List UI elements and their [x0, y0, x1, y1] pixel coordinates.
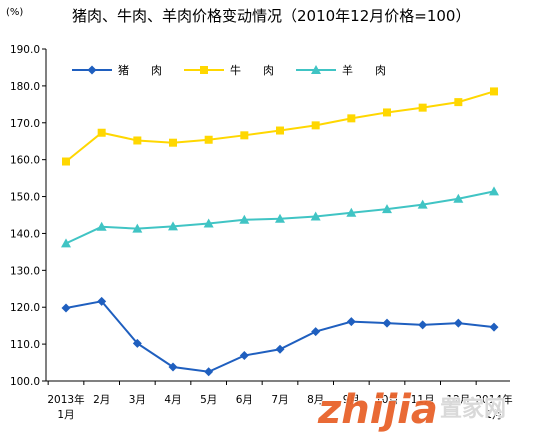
- y-tick-label: 150.0: [10, 192, 40, 204]
- data-point-pork: [168, 362, 178, 372]
- data-point-mutton: [417, 199, 428, 209]
- data-point-beef: [454, 98, 463, 107]
- x-tick-label: 5月: [200, 394, 217, 406]
- y-tick-label: 160.0: [10, 155, 40, 167]
- data-point-beef: [418, 103, 427, 112]
- legend-marker-mutton: [311, 65, 321, 74]
- x-tick-label-line2: 1月: [57, 409, 74, 421]
- x-tick-label: 2013年: [47, 393, 84, 406]
- data-point-mutton: [239, 214, 250, 224]
- data-point-beef: [347, 114, 356, 123]
- legend-label-pork: 猪 肉: [118, 64, 162, 77]
- data-point-beef: [383, 108, 391, 117]
- data-point-pork: [311, 327, 321, 337]
- x-tick-label: 6月: [236, 394, 253, 406]
- data-point-mutton: [275, 213, 285, 223]
- data-point-mutton: [453, 193, 464, 203]
- y-tick-label: 170.0: [10, 118, 40, 130]
- data-point-mutton: [168, 221, 178, 231]
- watermark: zhijia 置家网: [316, 386, 506, 434]
- data-point-mutton: [61, 238, 71, 248]
- data-point-beef: [169, 138, 177, 147]
- x-tick-label: 12月: [446, 394, 470, 406]
- data-point-mutton: [489, 186, 499, 196]
- watermark-site-name: 置家网: [440, 396, 506, 422]
- y-tick-label: 110.0: [10, 339, 40, 351]
- data-point-beef: [490, 87, 498, 96]
- x-tick-label: 10月: [375, 394, 399, 406]
- data-point-beef: [62, 157, 70, 166]
- data-point-pork: [61, 303, 71, 313]
- y-tick-label: 180.0: [10, 81, 40, 93]
- data-point-mutton: [346, 207, 357, 217]
- data-point-beef: [276, 126, 284, 135]
- data-point-beef: [311, 121, 320, 130]
- data-point-pork: [489, 322, 499, 332]
- x-tick-label: 3月: [129, 394, 146, 406]
- watermark-logo-text: zhijia: [317, 387, 438, 433]
- data-point-pork: [346, 317, 356, 327]
- data-point-pork: [204, 367, 214, 377]
- data-point-mutton: [96, 221, 107, 231]
- data-point-beef: [240, 131, 249, 140]
- plot-area: 100.0 110.0 120.0 130.0 140.0 150.0 160.0 170.0…: [10, 44, 513, 421]
- legend-label-beef: 牛 肉: [230, 63, 274, 77]
- data-point-mutton: [203, 218, 214, 228]
- x-tick-label: 9月: [343, 394, 360, 406]
- x-tick-label: 2月: [93, 394, 110, 406]
- data-point-beef: [204, 135, 213, 144]
- data-point-pork: [275, 344, 285, 354]
- y-tick-label: 120.0: [10, 302, 40, 314]
- x-tick-label: 4月: [164, 394, 181, 406]
- chart-title: 猪肉、牛肉、羊肉价格变动情况（2010年12月价格=100）: [72, 7, 470, 25]
- x-tick-label: 7月: [271, 394, 288, 406]
- data-point-beef: [97, 128, 106, 137]
- data-point-pork: [382, 318, 392, 328]
- data-point-mutton: [132, 223, 143, 233]
- legend-marker-beef: [200, 66, 208, 74]
- data-point-pork: [239, 351, 249, 361]
- y-tick-label: 140.0: [10, 228, 40, 240]
- y-tick-label: 100.0: [10, 376, 40, 388]
- data-point-pork: [418, 320, 428, 330]
- legend-marker-pork: [87, 65, 97, 75]
- legend: 猪 肉牛 肉羊 肉: [72, 63, 386, 77]
- x-tick-label: 2014年: [475, 393, 512, 406]
- data-point-mutton: [310, 211, 321, 221]
- legend-label-mutton: 羊 肉: [342, 63, 386, 77]
- x-tick-label-line2: 1月: [485, 409, 502, 421]
- data-point-pork: [97, 296, 107, 306]
- x-tick-label: 11月: [411, 394, 435, 406]
- x-tick-label: 8月: [307, 394, 324, 406]
- y-axis-unit: (%): [6, 7, 23, 18]
- y-tick-label: 130.0: [10, 265, 40, 277]
- data-point-mutton: [382, 204, 392, 214]
- y-tick-label: 190.0: [10, 44, 40, 56]
- data-point-beef: [133, 136, 142, 145]
- data-point-pork: [453, 318, 463, 328]
- data-point-pork: [132, 338, 142, 348]
